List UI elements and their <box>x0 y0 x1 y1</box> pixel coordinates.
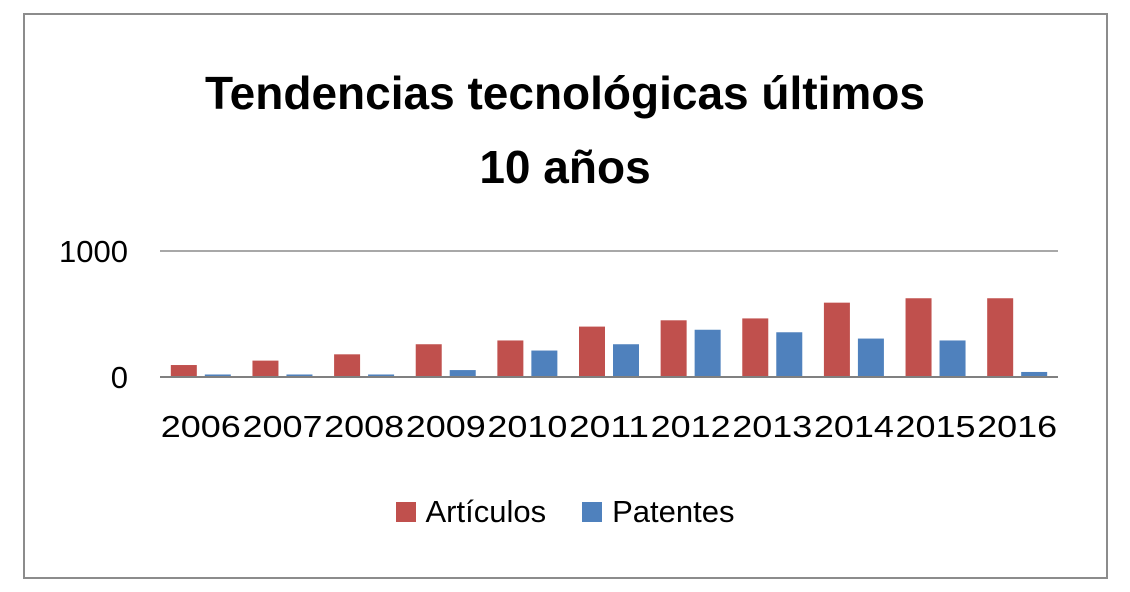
chart-title-line-1: Tendencias tecnológicas últimos <box>205 67 925 119</box>
bar-articulos-2007 <box>252 360 279 377</box>
bar-articulos-2006 <box>170 365 197 377</box>
legend-swatch-patentes <box>582 502 603 522</box>
y-axis-ticks: 0 1000 <box>59 234 128 395</box>
x-tick-label: 2015 <box>896 409 976 444</box>
bar-patentes-2006 <box>204 374 231 377</box>
x-tick-label: 2013 <box>732 409 812 444</box>
bar-articulos-2015 <box>905 298 932 377</box>
x-tick-label: 2008 <box>324 409 404 444</box>
bar-patentes-2007 <box>286 374 313 377</box>
x-axis-ticks: 2006 2007 2008 2009 2010 2011 2012 2013 2014 2015… <box>161 409 1057 444</box>
bars <box>160 298 1058 378</box>
chart-title: Tendencias tecnológicas últimos 10 años <box>0 56 1130 204</box>
y-tick-label: 1000 <box>59 234 128 269</box>
chart-title-line-2: 10 años <box>479 141 651 193</box>
bar-patentes-2015 <box>939 340 966 377</box>
bar-patentes-2009 <box>449 370 476 377</box>
bar-patentes-2008 <box>368 374 395 377</box>
x-tick-label: 2012 <box>651 409 731 444</box>
legend: Artículos Patentes <box>0 494 1130 530</box>
bar-patentes-2016 <box>1021 371 1048 377</box>
bar-articulos-2008 <box>334 354 361 377</box>
legend-label-patentes: Patentes <box>612 494 735 529</box>
legend-label-articulos: Artículos <box>425 494 547 529</box>
bar-articulos-2014 <box>823 302 850 377</box>
legend-item-patentes: Patentes <box>582 494 734 530</box>
x-tick-label: 2011 <box>569 409 649 444</box>
bar-articulos-2016 <box>987 298 1014 377</box>
bar-patentes-2012 <box>694 329 721 377</box>
bar-articulos-2013 <box>742 318 769 377</box>
bar-patentes-2011 <box>613 344 639 377</box>
bar-articulos-2012 <box>660 320 687 377</box>
x-tick-label: 2010 <box>487 409 567 444</box>
bar-articulos-2010 <box>497 340 524 377</box>
legend-swatch-articulos <box>395 502 416 522</box>
bar-patentes-2014 <box>857 338 884 377</box>
x-tick-label: 2007 <box>242 409 322 444</box>
x-tick-label: 2016 <box>977 409 1057 444</box>
legend-item-articulos: Artículos <box>395 494 547 530</box>
bar-patentes-2010 <box>531 350 558 377</box>
bar-articulos-2011 <box>579 326 605 377</box>
x-tick-label: 2014 <box>814 409 894 444</box>
x-tick-label: 2006 <box>161 409 241 444</box>
y-tick-label: 0 <box>111 360 128 395</box>
chart-frame <box>23 13 1108 579</box>
bar-patentes-2013 <box>776 332 803 377</box>
bar-articulos-2009 <box>415 344 442 377</box>
x-tick-label: 2009 <box>406 409 486 444</box>
